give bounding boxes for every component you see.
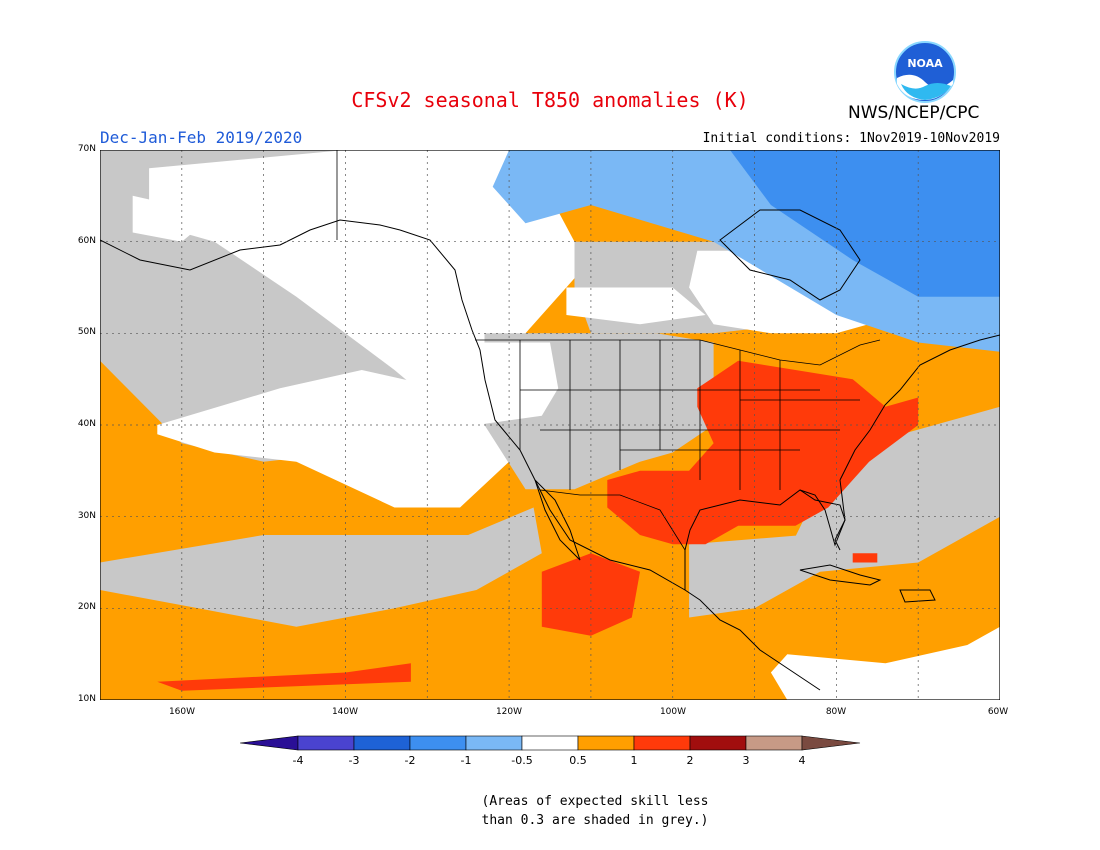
season-label: Dec-Jan-Feb 2019/2020 <box>100 128 303 147</box>
legend-label: 2 <box>686 754 694 767</box>
skill-note-line-1: (Areas of expected skill less <box>481 794 709 809</box>
lat-label-70n: 70N <box>77 144 96 154</box>
anomaly-map <box>99 149 1001 701</box>
legend-swatch <box>689 735 747 751</box>
red-east-us <box>607 360 919 545</box>
us-mexico-border <box>539 489 686 551</box>
legend-swatch <box>297 735 355 751</box>
political-borders <box>336 150 881 551</box>
legend-label: -2 <box>404 754 416 767</box>
lat-label-10n: 10N <box>77 694 96 704</box>
legend-swatch <box>577 735 635 751</box>
lat-label-60n: 60N <box>77 236 96 246</box>
lon-label-80w: 80W <box>825 707 847 717</box>
skill-note-line-2: than 0.3 are shaded in grey.) <box>481 813 709 828</box>
coastlines <box>99 209 1001 691</box>
lon-label-160w: 160W <box>168 707 196 717</box>
lon-label-100w: 100W <box>659 707 687 717</box>
lat-label-50n: 50N <box>77 327 96 337</box>
lat-label-40n: 40N <box>77 419 96 429</box>
lon-label-60w: 60W <box>987 707 1009 717</box>
hispaniola <box>899 589 936 603</box>
north-america-west-coast <box>399 229 821 691</box>
legend-swatch <box>465 735 523 751</box>
legend-label: 1 <box>630 754 638 767</box>
svg-text:NOAA: NOAA <box>907 57 943 70</box>
map-title: CFSv2 seasonal T850 anomalies (K) <box>351 88 749 112</box>
legend-label: -0.5 <box>511 754 533 767</box>
white-canada-west <box>566 287 706 325</box>
baja <box>534 479 581 561</box>
gray-subtropical-pacific <box>100 507 542 627</box>
legend-label: 0.5 <box>569 754 587 767</box>
legend-label: -4 <box>292 754 304 767</box>
lon-label-140w: 140W <box>331 707 359 717</box>
legend-arrow-high <box>801 735 861 751</box>
lat-label-30n: 30N <box>77 511 96 521</box>
florida <box>799 479 846 547</box>
blue-medium-northeast <box>730 150 1000 297</box>
legend-label: -3 <box>348 754 360 767</box>
lon-label-120w: 120W <box>495 707 523 717</box>
legend-swatch <box>353 735 411 751</box>
white-pacific-northwest <box>451 342 559 425</box>
legend-swatch <box>633 735 691 751</box>
cuba <box>799 564 882 586</box>
initial-conditions-label: Initial conditions: 1Nov2019-10Nov2019 <box>702 131 1000 146</box>
alaska-coast <box>99 219 401 271</box>
legend-arrow-low <box>240 735 299 751</box>
color-scale-legend <box>240 735 861 751</box>
agency-label: NWS/NCEP/CPC <box>848 103 980 123</box>
legend-swatch <box>521 735 579 751</box>
red-caribbean-dot <box>852 553 878 563</box>
legend-label: 4 <box>798 754 806 767</box>
red-pacific-strip <box>157 663 411 691</box>
white-north-pacific <box>157 370 510 508</box>
legend-label: 3 <box>742 754 750 767</box>
legend-swatch <box>409 735 467 751</box>
skill-note: (Areas of expected skill less than 0.3 a… <box>0 792 1100 830</box>
hudson-bay <box>719 209 861 301</box>
legend-label: -1 <box>460 754 472 767</box>
white-alaska-coast <box>132 195 215 242</box>
legend-swatch <box>745 735 803 751</box>
graticule <box>100 150 1000 700</box>
east-coast <box>839 334 1001 481</box>
lat-label-20n: 20N <box>77 602 96 612</box>
white-caribbean <box>770 626 1000 700</box>
noaa-logo: NOAA <box>894 41 956 103</box>
